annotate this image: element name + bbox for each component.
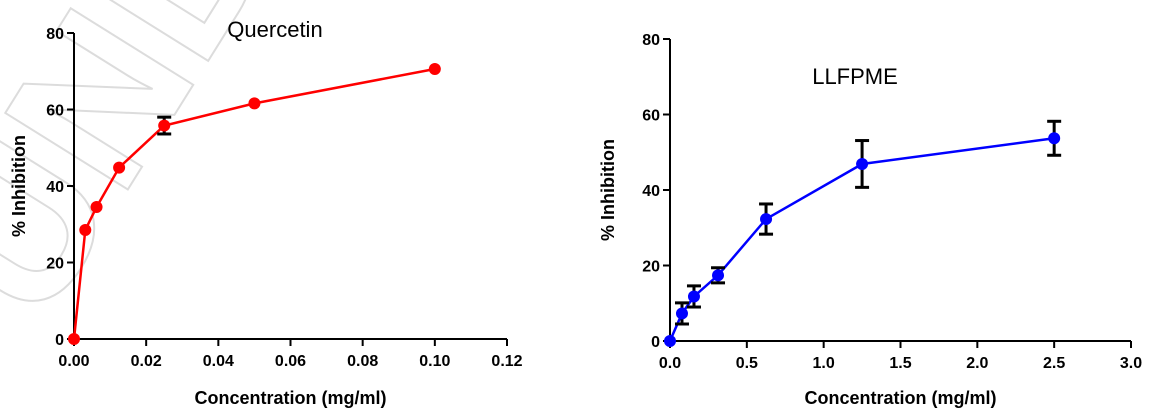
quercetin-chart-title: Quercetin <box>227 17 322 42</box>
quercetin-x-tick-label: 0.00 <box>58 353 89 370</box>
watermark-text: UNDER <box>0 0 474 354</box>
quercetin-data-point <box>68 333 80 345</box>
llfpme-y-tick-label: 80 <box>642 32 660 49</box>
llfpme-data-point <box>1048 132 1061 145</box>
quercetin-chart: 0 20 40 60 80 0.00 0.02 0.04 0.06 0.08 0.10 0.12 Con… <box>9 17 523 408</box>
quercetin-x-tick-label: 0.12 <box>491 353 522 370</box>
llfpme-chart: 0 20 40 60 80 0.0 0.5 1.0 1.5 2.0 2.5 3.0 Concentrat… <box>598 32 1142 408</box>
quercetin-y-tick-label: 20 <box>46 256 64 273</box>
llfpme-data-point <box>687 290 700 303</box>
quercetin-x-tick-label: 0.06 <box>275 353 306 370</box>
llfpme-x-tick-label: 2.5 <box>1043 355 1065 372</box>
quercetin-x-tick-label: 0.02 <box>131 353 162 370</box>
llfpme-data-point <box>664 335 676 347</box>
llfpme-x-tick-label: 1.0 <box>813 355 835 372</box>
quercetin-x-tick-label: 0.08 <box>347 353 378 370</box>
llfpme-data-point <box>856 157 869 170</box>
quercetin-data-point <box>79 223 92 236</box>
quercetin-y-tick-label: 60 <box>46 103 64 120</box>
llfpme-x-tick-label: 0.0 <box>659 355 681 372</box>
llfpme-data-point <box>712 269 725 282</box>
quercetin-x-tick-label: 0.10 <box>419 353 450 370</box>
llfpme-chart-title: LLFPME <box>812 64 898 89</box>
quercetin-y-tick-label: 40 <box>46 179 64 196</box>
llfpme-y-tick-label: 0 <box>651 334 660 351</box>
llfpme-x-tick-label: 3.0 <box>1120 355 1142 372</box>
quercetin-y-axis-label: % Inhibition <box>9 135 29 237</box>
quercetin-data-point <box>248 97 261 110</box>
llfpme-x-tick-label: 1.5 <box>889 355 911 372</box>
llfpme-y-axis-label: % Inhibition <box>598 139 618 241</box>
llfpme-data-point <box>675 307 688 320</box>
llfpme-data-point <box>760 213 773 226</box>
llfpme-y-tick-label: 20 <box>642 259 660 276</box>
quercetin-data-point <box>90 201 103 214</box>
llfpme-x-tick-label: 2.0 <box>966 355 988 372</box>
llfpme-x-tick-label: 0.5 <box>736 355 758 372</box>
quercetin-data-point <box>113 161 126 174</box>
quercetin-x-tick-label: 0.04 <box>203 353 234 370</box>
llfpme-y-tick-label: 40 <box>642 183 660 200</box>
llfpme-y-tick-label: 60 <box>642 108 660 125</box>
llfpme-x-axis-label: Concentration (mg/ml) <box>805 388 997 408</box>
quercetin-y-tick-label: 0 <box>55 332 64 349</box>
quercetin-x-axis-label: Concentration (mg/ml) <box>195 388 387 408</box>
quercetin-data-point <box>158 119 171 132</box>
quercetin-data-point <box>428 62 441 75</box>
quercetin-y-tick-label: 80 <box>46 26 64 43</box>
